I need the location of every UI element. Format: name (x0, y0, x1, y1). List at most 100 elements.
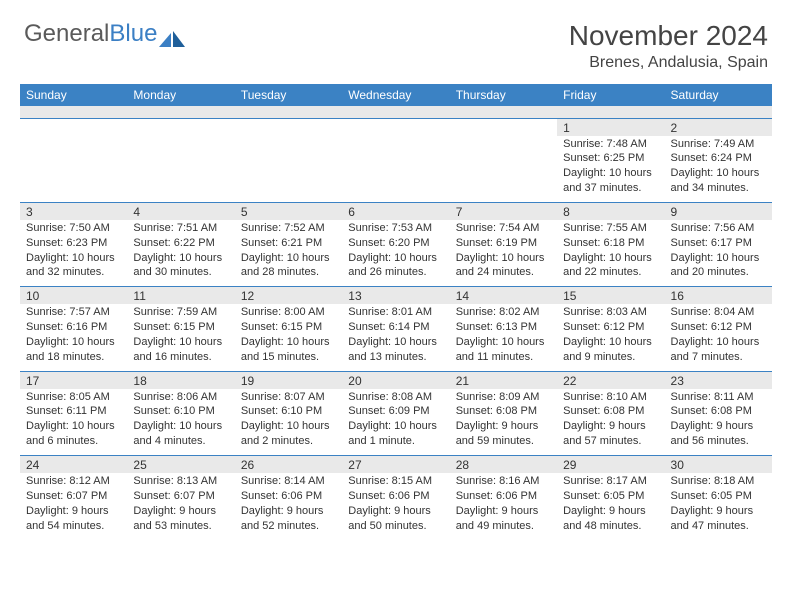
day-content-cell: Sunrise: 7:55 AMSunset: 6:18 PMDaylight:… (557, 220, 664, 287)
day-content-cell: Sunrise: 7:50 AMSunset: 6:23 PMDaylight:… (20, 220, 127, 287)
daylight-text: Daylight: 9 hours and 54 minutes. (26, 504, 121, 534)
sunrise-text: Sunrise: 7:49 AM (671, 137, 766, 152)
sunrise-text: Sunrise: 7:54 AM (456, 221, 551, 236)
sunset-text: Sunset: 6:08 PM (456, 404, 551, 419)
day-num-cell: 18 (127, 371, 234, 389)
day-num-cell: 26 (235, 456, 342, 474)
day-num-cell: 3 (20, 202, 127, 220)
day-content-cell: Sunrise: 7:54 AMSunset: 6:19 PMDaylight:… (450, 220, 557, 287)
sunset-text: Sunset: 6:15 PM (133, 320, 228, 335)
sunset-text: Sunset: 6:10 PM (133, 404, 228, 419)
daylight-text: Daylight: 10 hours and 28 minutes. (241, 251, 336, 281)
header-spacer (20, 106, 772, 118)
sunset-text: Sunset: 6:08 PM (563, 404, 658, 419)
sunset-text: Sunset: 6:06 PM (241, 489, 336, 504)
day-num-cell: 1 (557, 118, 664, 136)
day-content-cell: Sunrise: 8:04 AMSunset: 6:12 PMDaylight:… (665, 304, 772, 371)
week-4-content-row: Sunrise: 8:12 AMSunset: 6:07 PMDaylight:… (20, 473, 772, 539)
day-content-cell: Sunrise: 8:11 AMSunset: 6:08 PMDaylight:… (665, 389, 772, 456)
sunrise-text: Sunrise: 7:48 AM (563, 137, 658, 152)
sunset-text: Sunset: 6:16 PM (26, 320, 121, 335)
daylight-text: Daylight: 9 hours and 57 minutes. (563, 419, 658, 449)
day-content-cell (450, 136, 557, 203)
sunrise-text: Sunrise: 8:16 AM (456, 474, 551, 489)
day-num-cell (20, 118, 127, 136)
day-content-cell: Sunrise: 8:15 AMSunset: 6:06 PMDaylight:… (342, 473, 449, 539)
day-num-cell: 5 (235, 202, 342, 220)
daylight-text: Daylight: 9 hours and 47 minutes. (671, 504, 766, 534)
sunrise-text: Sunrise: 8:03 AM (563, 305, 658, 320)
day-num-cell (235, 118, 342, 136)
day-num-cell: 24 (20, 456, 127, 474)
sunrise-text: Sunrise: 7:56 AM (671, 221, 766, 236)
sunrise-text: Sunrise: 8:01 AM (348, 305, 443, 320)
dayhdr-tue: Tuesday (235, 84, 342, 106)
sunset-text: Sunset: 6:24 PM (671, 151, 766, 166)
dayhdr-fri: Friday (557, 84, 664, 106)
sunrise-text: Sunrise: 7:55 AM (563, 221, 658, 236)
logo: GeneralBlue (24, 20, 185, 48)
sunset-text: Sunset: 6:13 PM (456, 320, 551, 335)
daylight-text: Daylight: 9 hours and 56 minutes. (671, 419, 766, 449)
week-3-content-row: Sunrise: 8:05 AMSunset: 6:11 PMDaylight:… (20, 389, 772, 456)
sunset-text: Sunset: 6:12 PM (671, 320, 766, 335)
sunset-text: Sunset: 6:11 PM (26, 404, 121, 419)
day-content-cell: Sunrise: 8:05 AMSunset: 6:11 PMDaylight:… (20, 389, 127, 456)
daylight-text: Daylight: 9 hours and 48 minutes. (563, 504, 658, 534)
dayhdr-sun: Sunday (20, 84, 127, 106)
day-content-cell: Sunrise: 8:12 AMSunset: 6:07 PMDaylight:… (20, 473, 127, 539)
day-num-cell: 19 (235, 371, 342, 389)
logo-text-2: Blue (109, 20, 157, 48)
daylight-text: Daylight: 10 hours and 18 minutes. (26, 335, 121, 365)
sunrise-text: Sunrise: 8:07 AM (241, 390, 336, 405)
day-content-cell: Sunrise: 8:17 AMSunset: 6:05 PMDaylight:… (557, 473, 664, 539)
day-content-cell: Sunrise: 7:57 AMSunset: 6:16 PMDaylight:… (20, 304, 127, 371)
daylight-text: Daylight: 10 hours and 7 minutes. (671, 335, 766, 365)
week-1-content-row: Sunrise: 7:50 AMSunset: 6:23 PMDaylight:… (20, 220, 772, 287)
dayhdr-sat: Saturday (665, 84, 772, 106)
daylight-text: Daylight: 10 hours and 24 minutes. (456, 251, 551, 281)
day-header-row: Sunday Monday Tuesday Wednesday Thursday… (20, 84, 772, 106)
day-content-cell: Sunrise: 8:00 AMSunset: 6:15 PMDaylight:… (235, 304, 342, 371)
day-num-cell: 6 (342, 202, 449, 220)
daylight-text: Daylight: 10 hours and 6 minutes. (26, 419, 121, 449)
sunset-text: Sunset: 6:08 PM (671, 404, 766, 419)
daylight-text: Daylight: 10 hours and 9 minutes. (563, 335, 658, 365)
sunrise-text: Sunrise: 7:52 AM (241, 221, 336, 236)
sunset-text: Sunset: 6:07 PM (26, 489, 121, 504)
sunrise-text: Sunrise: 7:57 AM (26, 305, 121, 320)
day-num-cell: 29 (557, 456, 664, 474)
day-num-cell: 10 (20, 287, 127, 305)
sunset-text: Sunset: 6:18 PM (563, 236, 658, 251)
day-num-cell: 17 (20, 371, 127, 389)
day-num-cell (342, 118, 449, 136)
day-num-cell: 23 (665, 371, 772, 389)
day-content-cell: Sunrise: 8:07 AMSunset: 6:10 PMDaylight:… (235, 389, 342, 456)
sunset-text: Sunset: 6:25 PM (563, 151, 658, 166)
day-content-cell: Sunrise: 7:48 AMSunset: 6:25 PMDaylight:… (557, 136, 664, 203)
sunset-text: Sunset: 6:22 PM (133, 236, 228, 251)
sunrise-text: Sunrise: 7:59 AM (133, 305, 228, 320)
day-content-cell: Sunrise: 8:01 AMSunset: 6:14 PMDaylight:… (342, 304, 449, 371)
day-content-cell: Sunrise: 7:49 AMSunset: 6:24 PMDaylight:… (665, 136, 772, 203)
day-num-cell: 11 (127, 287, 234, 305)
sunrise-text: Sunrise: 8:13 AM (133, 474, 228, 489)
week-0-daynum-row: 12 (20, 118, 772, 136)
day-num-cell: 30 (665, 456, 772, 474)
day-num-cell: 21 (450, 371, 557, 389)
day-content-cell: Sunrise: 8:03 AMSunset: 6:12 PMDaylight:… (557, 304, 664, 371)
sunrise-text: Sunrise: 8:06 AM (133, 390, 228, 405)
week-2-daynum-row: 10111213141516 (20, 287, 772, 305)
sunrise-text: Sunrise: 8:08 AM (348, 390, 443, 405)
daylight-text: Daylight: 10 hours and 11 minutes. (456, 335, 551, 365)
daylight-text: Daylight: 10 hours and 34 minutes. (671, 166, 766, 196)
sunrise-text: Sunrise: 8:05 AM (26, 390, 121, 405)
dayhdr-mon: Monday (127, 84, 234, 106)
daylight-text: Daylight: 10 hours and 26 minutes. (348, 251, 443, 281)
calendar-body: 12Sunrise: 7:48 AMSunset: 6:25 PMDayligh… (20, 118, 772, 539)
sunset-text: Sunset: 6:20 PM (348, 236, 443, 251)
day-content-cell (20, 136, 127, 203)
day-content-cell: Sunrise: 7:52 AMSunset: 6:21 PMDaylight:… (235, 220, 342, 287)
day-content-cell (235, 136, 342, 203)
day-num-cell: 28 (450, 456, 557, 474)
